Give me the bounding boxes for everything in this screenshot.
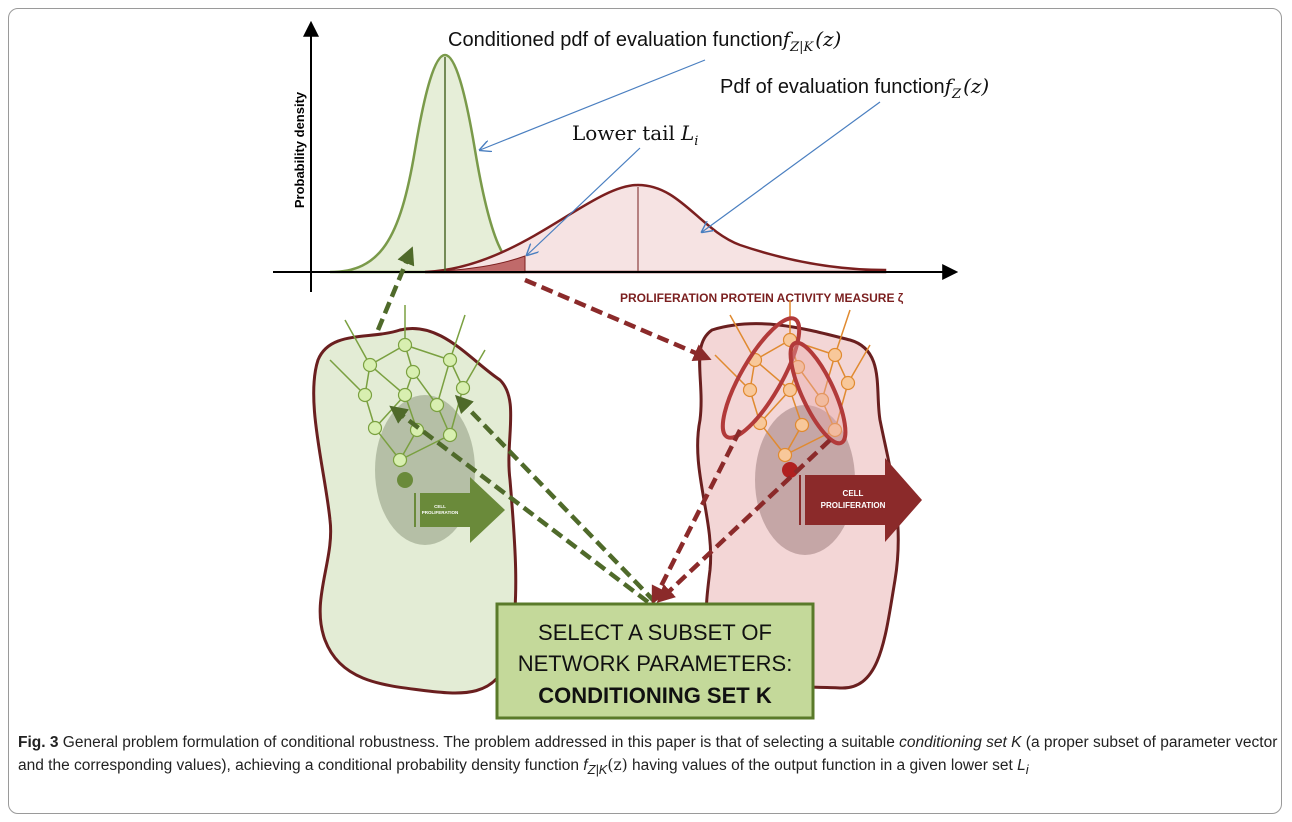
cell-label: PROLIFERATION xyxy=(821,501,886,510)
annotation: Pdf of evaluation functionfZ(z) xyxy=(720,74,989,102)
annotation-text: Lower tail xyxy=(572,121,675,145)
page: Probability density PROLIFERATION PROTEI… xyxy=(0,0,1292,822)
node xyxy=(444,354,457,367)
node xyxy=(829,349,842,362)
node xyxy=(359,389,372,402)
caption-emphasis: conditioning set K xyxy=(899,734,1021,751)
conditioned-pdf-curve xyxy=(330,55,525,272)
box-text: SELECT A SUBSET OF xyxy=(538,620,772,645)
cell-label: PROLIFERATION xyxy=(422,510,458,515)
node xyxy=(779,449,792,462)
output-node xyxy=(397,472,413,488)
annotation-text: Conditioned pdf of evaluation function xyxy=(448,29,783,51)
node xyxy=(399,389,412,402)
x-axis-label: PROLIFERATION PROTEIN ACTIVITY MEASURE ζ xyxy=(620,291,904,305)
math: (z) xyxy=(607,756,627,774)
cell-label: CELL xyxy=(434,504,446,509)
caption-text: having values of the output function in … xyxy=(628,757,1017,774)
annotation: Conditioned pdf of evaluation functionfZ… xyxy=(448,27,841,55)
node xyxy=(744,384,757,397)
caption: Fig. 3 General problem formulation of co… xyxy=(18,732,1280,781)
math: i xyxy=(694,134,698,149)
caption-text: General problem formulation of condition… xyxy=(63,734,899,751)
node xyxy=(796,419,809,432)
node xyxy=(444,429,457,442)
node xyxy=(369,422,382,435)
node xyxy=(394,454,407,467)
node xyxy=(399,339,412,352)
math: (z) xyxy=(963,74,989,98)
node xyxy=(842,377,855,390)
node xyxy=(431,399,444,412)
annotation-text: Pdf of evaluation function xyxy=(720,76,945,98)
node xyxy=(784,384,797,397)
math: (z) xyxy=(815,27,841,51)
math: Z|K xyxy=(588,762,608,777)
figure: Probability density PROLIFERATION PROTEI… xyxy=(0,0,1292,725)
pdf-curve xyxy=(425,185,885,272)
y-axis-label: Probability density xyxy=(292,91,307,208)
math: L xyxy=(1017,757,1026,774)
math: Z|K xyxy=(789,40,814,55)
caption-label: Fig. 3 xyxy=(18,734,58,751)
node xyxy=(407,366,420,379)
pointer xyxy=(702,102,880,232)
box-text: NETWORK PARAMETERS: xyxy=(518,651,793,676)
node xyxy=(457,382,470,395)
box-text: CONDITIONING SET K xyxy=(538,683,772,708)
math: Z xyxy=(951,87,962,102)
math: L xyxy=(680,121,694,145)
node xyxy=(364,359,377,372)
cell-label: CELL xyxy=(843,489,864,498)
math: i xyxy=(1026,762,1029,777)
